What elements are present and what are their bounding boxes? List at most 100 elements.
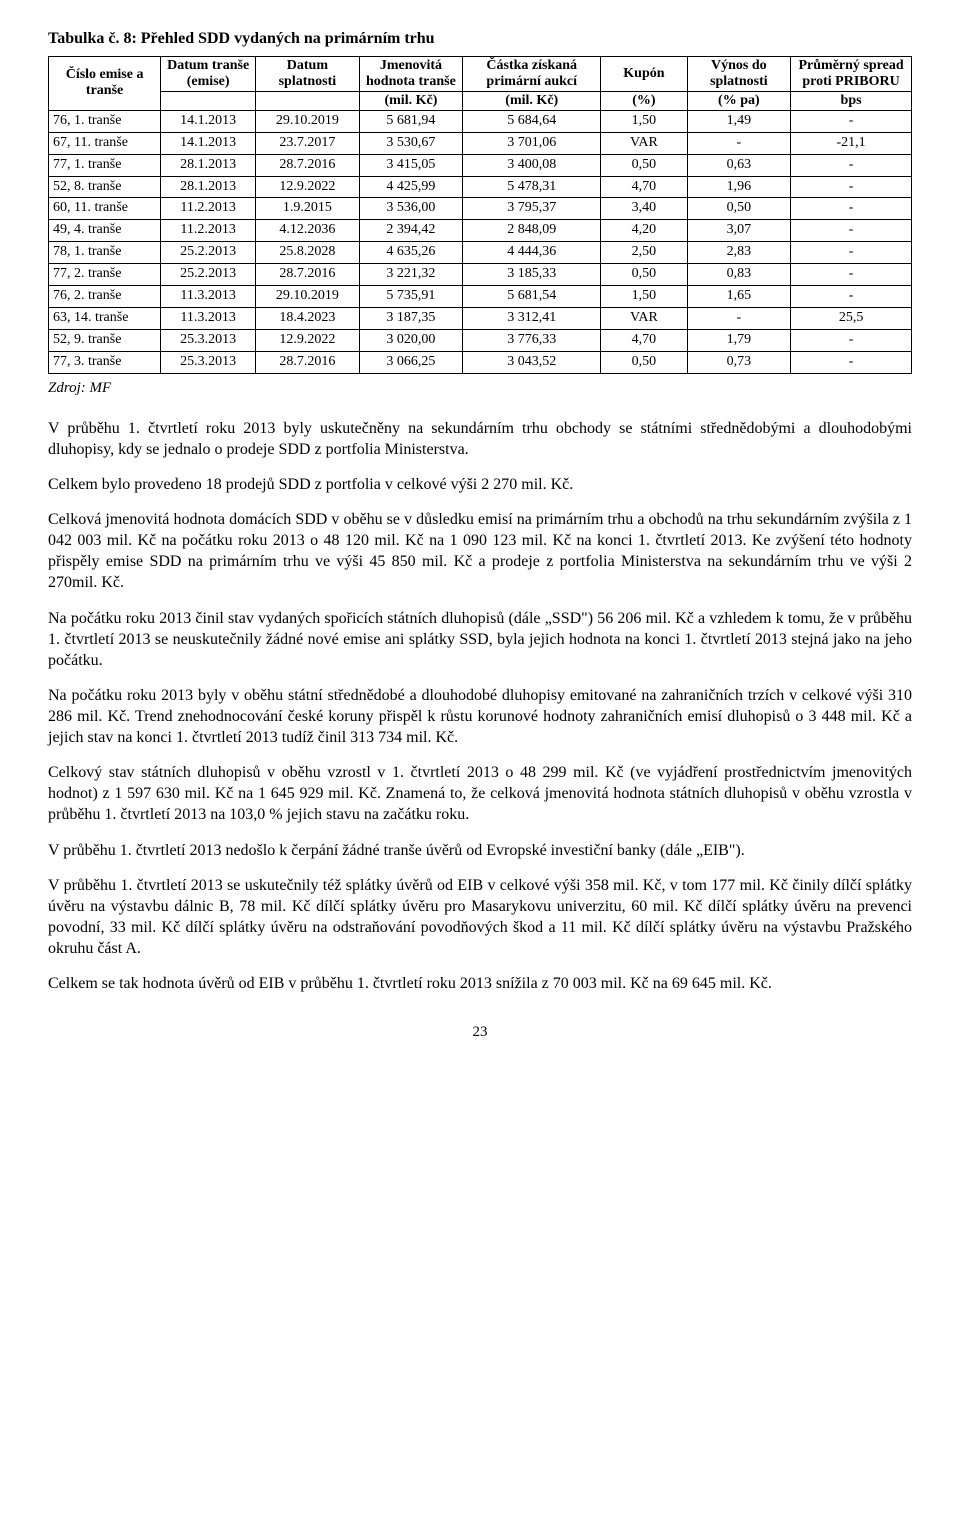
table-cell: 0,83 [687,264,791,286]
table-cell: 28.1.2013 [161,154,256,176]
table-cell: 29.10.2019 [256,286,360,308]
col-head: Jmenovitá hodnota tranše [359,56,463,91]
table-cell: 52, 8. tranše [49,176,161,198]
table-row: 77, 3. tranše25.3.201328.7.20163 066,253… [49,351,912,373]
table-row: 49, 4. tranše11.2.20134.12.20362 394,422… [49,220,912,242]
table-cell: 25.3.2013 [161,351,256,373]
col-head: Číslo emise a tranše [49,56,161,110]
table-cell: 4,70 [601,329,687,351]
table-cell: 3,40 [601,198,687,220]
table-cell: 1,96 [687,176,791,198]
table-cell: - [791,154,912,176]
table-cell: - [791,220,912,242]
col-head: Průměrný spread proti PRIBORU [791,56,912,91]
table-cell: 11.2.2013 [161,198,256,220]
col-unit: (%) [601,91,687,110]
table-cell: 0,63 [687,154,791,176]
table-cell: 0,50 [601,351,687,373]
table-cell: 25.8.2028 [256,242,360,264]
table-cell: 25.2.2013 [161,264,256,286]
table-cell: 28.7.2016 [256,154,360,176]
table-cell: 0,50 [601,264,687,286]
table-cell: 63, 14. tranše [49,307,161,329]
table-cell: 5 684,64 [463,110,601,132]
table-cell: 2,50 [601,242,687,264]
table-cell: - [791,351,912,373]
table-row: 63, 14. tranše11.3.201318.4.20233 187,35… [49,307,912,329]
body-paragraph: Celkový stav státních dluhopisů v oběhu … [48,762,912,825]
body-paragraph: V průběhu 1. čtvrtletí 2013 nedošlo k če… [48,840,912,861]
table-cell: 3 066,25 [359,351,463,373]
col-head: Datum splatnosti [256,56,360,91]
table-cell: 1,50 [601,286,687,308]
body-paragraph: Na počátku roku 2013 byly v oběhu státní… [48,685,912,748]
table-header-row: Číslo emise a tranše Datum tranše (emise… [49,56,912,91]
table-cell: 60, 11. tranše [49,198,161,220]
col-head: Kupón [601,56,687,91]
col-head: Částka získaná primární aukcí [463,56,601,91]
table-cell: 3 185,33 [463,264,601,286]
table-cell: 52, 9. tranše [49,329,161,351]
table-cell: 11.3.2013 [161,307,256,329]
table-cell: 28.1.2013 [161,176,256,198]
table-row: 52, 9. tranše25.3.201312.9.20223 020,003… [49,329,912,351]
table-cell: 77, 3. tranše [49,351,161,373]
table-cell: 3 536,00 [359,198,463,220]
table-row: 60, 11. tranše11.2.20131.9.20153 536,003… [49,198,912,220]
table-row: 67, 11. tranše14.1.201323.7.20173 530,67… [49,132,912,154]
table-cell: - [791,264,912,286]
table-cell: 5 681,54 [463,286,601,308]
table-cell: 3 701,06 [463,132,601,154]
table-cell: 1,79 [687,329,791,351]
body-paragraph: V průběhu 1. čtvrtletí roku 2013 byly us… [48,418,912,460]
col-unit: (% pa) [687,91,791,110]
table-source: Zdroj: MF [48,378,912,398]
table-cell: 2 848,09 [463,220,601,242]
table-cell: 0,50 [687,198,791,220]
table-cell: 76, 1. tranše [49,110,161,132]
col-unit: (mil. Kč) [359,91,463,110]
table-cell: 3 530,67 [359,132,463,154]
col-unit: (mil. Kč) [463,91,601,110]
table-cell: 3 415,05 [359,154,463,176]
col-unit: bps [791,91,912,110]
table-cell: 1,65 [687,286,791,308]
table-row: 78, 1. tranše25.2.201325.8.20284 635,264… [49,242,912,264]
table-row: 77, 2. tranše25.2.201328.7.20163 221,323… [49,264,912,286]
table-cell: 14.1.2013 [161,132,256,154]
table-cell: 3 187,35 [359,307,463,329]
table-cell: 3 221,32 [359,264,463,286]
table-cell: 3 020,00 [359,329,463,351]
table-cell: VAR [601,307,687,329]
table-row: 76, 1. tranše14.1.201329.10.20195 681,94… [49,110,912,132]
body-paragraph: Celkem bylo provedeno 18 prodejů SDD z p… [48,474,912,495]
body-paragraph: V průběhu 1. čtvrtletí 2013 se uskutečni… [48,875,912,959]
table-cell: 5 681,94 [359,110,463,132]
table-cell: 3 312,41 [463,307,601,329]
table-cell: 25,5 [791,307,912,329]
table-cell: 18.4.2023 [256,307,360,329]
table-row: 52, 8. tranše28.1.201312.9.20224 425,995… [49,176,912,198]
table-cell: 78, 1. tranše [49,242,161,264]
table-cell: -21,1 [791,132,912,154]
table-cell: 77, 2. tranše [49,264,161,286]
col-head: Datum tranše (emise) [161,56,256,91]
table-cell: 67, 11. tranše [49,132,161,154]
table-cell: 2 394,42 [359,220,463,242]
table-cell: 23.7.2017 [256,132,360,154]
table-cell: 49, 4. tranše [49,220,161,242]
table-cell: 11.3.2013 [161,286,256,308]
page-number: 23 [48,1022,912,1042]
table-cell: 4 425,99 [359,176,463,198]
table-cell: 3 795,37 [463,198,601,220]
table-cell: 76, 2. tranše [49,286,161,308]
table-units-row: (mil. Kč) (mil. Kč) (%) (% pa) bps [49,91,912,110]
table-cell: 1,49 [687,110,791,132]
table-cell: 1,50 [601,110,687,132]
body-paragraph: Na počátku roku 2013 činil stav vydaných… [48,608,912,671]
table-cell: 4.12.2036 [256,220,360,242]
sdd-table: Číslo emise a tranše Datum tranše (emise… [48,56,912,374]
table-cell: 25.2.2013 [161,242,256,264]
table-cell: 5 735,91 [359,286,463,308]
table-cell: 4,20 [601,220,687,242]
